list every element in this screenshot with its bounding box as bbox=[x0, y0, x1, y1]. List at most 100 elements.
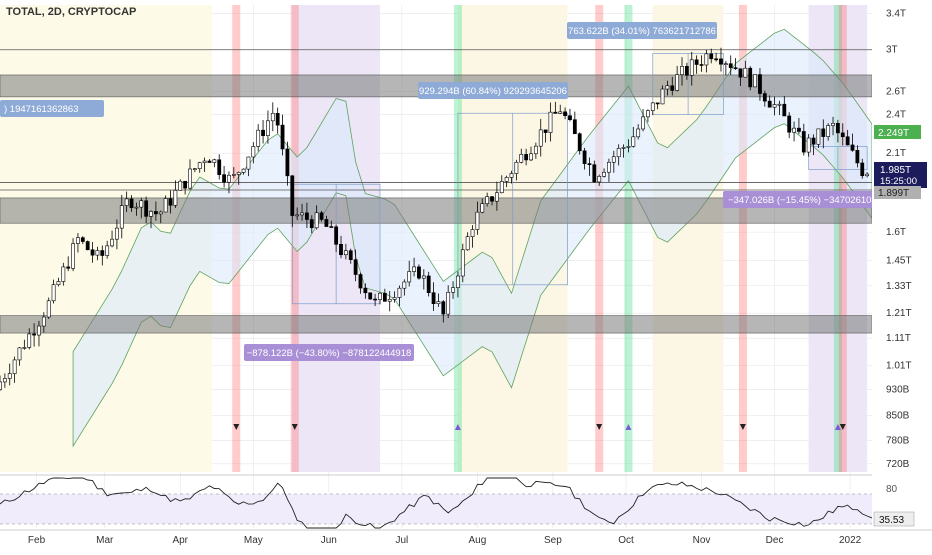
candle-body bbox=[558, 111, 563, 114]
candle-body bbox=[499, 181, 504, 194]
price-axis-label: 3.4T bbox=[886, 8, 906, 19]
candle-body bbox=[655, 102, 660, 105]
candle-body bbox=[806, 137, 811, 153]
candle-body bbox=[689, 59, 694, 76]
candle-body bbox=[451, 287, 455, 293]
candle-body bbox=[592, 164, 597, 183]
candle-body bbox=[426, 275, 431, 293]
annotation-878[interactable]: −878.122B (−43.80%) −878122444918 bbox=[244, 344, 414, 361]
candle-body bbox=[358, 274, 363, 289]
candle-body bbox=[368, 292, 373, 300]
candle-body bbox=[227, 174, 231, 183]
candle-body bbox=[100, 250, 105, 256]
candle-body bbox=[12, 359, 17, 374]
candle-body bbox=[217, 159, 222, 175]
candle-body bbox=[675, 74, 680, 91]
candle-body bbox=[699, 64, 704, 66]
candle-body bbox=[373, 298, 378, 301]
candle-body bbox=[144, 200, 149, 217]
candle-body bbox=[616, 148, 621, 158]
candle-body bbox=[202, 160, 207, 163]
candle-body bbox=[110, 238, 114, 247]
candle-body bbox=[421, 275, 426, 279]
time-axis-label: 2022 bbox=[839, 535, 862, 546]
rsi-value-text: 35.53 bbox=[879, 515, 904, 526]
candle-body bbox=[71, 243, 75, 269]
time-axis-label: Apr bbox=[172, 535, 188, 546]
candle-body bbox=[533, 145, 538, 155]
candle-body bbox=[543, 129, 548, 133]
signal-markers bbox=[233, 424, 846, 430]
candle-body bbox=[475, 211, 480, 230]
candle-body bbox=[105, 245, 110, 256]
candle-body bbox=[709, 53, 714, 60]
candle-body bbox=[801, 131, 806, 153]
candle-body bbox=[95, 250, 100, 256]
annotation-347[interactable]: −347.026B (−15.45%) −347026103477 bbox=[723, 191, 893, 208]
candle-body bbox=[611, 156, 616, 163]
candle-body bbox=[719, 58, 723, 65]
candle-body bbox=[46, 300, 51, 318]
signal-band bbox=[624, 5, 633, 472]
candle-body bbox=[251, 146, 256, 158]
candle-body bbox=[441, 301, 446, 315]
rsi-line bbox=[0, 477, 873, 529]
candle-body bbox=[748, 67, 753, 88]
candle-body bbox=[480, 203, 485, 213]
signal-marker bbox=[739, 424, 746, 430]
candle-body bbox=[334, 226, 339, 245]
price-axis-label: 780B bbox=[886, 436, 910, 447]
signal-marker bbox=[839, 424, 846, 430]
candle-body bbox=[417, 266, 421, 279]
candle-body bbox=[270, 113, 275, 122]
candle-body bbox=[275, 113, 280, 126]
candle-body bbox=[602, 171, 606, 177]
candle-body bbox=[2, 378, 7, 383]
candle-body bbox=[835, 123, 840, 134]
candle-body bbox=[80, 237, 85, 242]
candle-body bbox=[826, 125, 831, 137]
candle-body bbox=[490, 196, 494, 202]
annotation-left[interactable]: ) 1947161362863 bbox=[0, 100, 104, 117]
candle-body bbox=[519, 154, 524, 163]
candle-body bbox=[7, 373, 12, 379]
candle-body bbox=[777, 103, 782, 106]
candle-body bbox=[37, 325, 41, 336]
price-axis-label: 850B bbox=[886, 411, 910, 422]
signal-marker bbox=[233, 424, 240, 430]
annotation-929[interactable]: 929.294B (60.84%) 929293645206 bbox=[418, 82, 568, 99]
candle-body bbox=[183, 180, 188, 189]
candle-body bbox=[339, 244, 343, 256]
candle-body bbox=[90, 249, 95, 256]
annotation-878-text: −878.122B (−43.80%) −878122444918 bbox=[247, 348, 412, 359]
candle-body bbox=[290, 175, 295, 216]
candle-body bbox=[650, 102, 655, 111]
candle-body bbox=[343, 250, 348, 256]
candle-body bbox=[758, 74, 762, 94]
candle-body bbox=[436, 301, 441, 305]
candle-body bbox=[41, 316, 46, 327]
rsi-level-label: 80 bbox=[886, 484, 898, 495]
candle-body bbox=[402, 281, 407, 289]
candle-body bbox=[670, 85, 675, 91]
candle-body bbox=[378, 292, 382, 300]
candle-body bbox=[738, 68, 743, 78]
time-axis-label: Jul bbox=[396, 535, 409, 546]
price-axis-label: 2.4T bbox=[886, 109, 906, 120]
signal-marker bbox=[834, 424, 841, 430]
time-axis[interactable]: Feb Mar Apr May Jun Jul Aug Sep Oct Nov Dec 2022 bbox=[0, 529, 932, 546]
annotation-763-text: 763.622B (34.01%) 763621712786 bbox=[568, 26, 716, 37]
price-axis[interactable]: 3.4T 3T 2.6T 2.4T 2.1T 1.6T 1.45T 1.33T 1.21T 1.1… bbox=[872, 0, 932, 550]
time-axis-label: Nov bbox=[693, 535, 711, 546]
candle-body bbox=[563, 111, 567, 116]
rsi-band bbox=[0, 494, 872, 524]
annotation-763[interactable]: 763.622B (34.01%) 763621712786 bbox=[567, 22, 717, 39]
candle-body bbox=[387, 299, 392, 302]
candle-body bbox=[139, 200, 144, 208]
candle-body bbox=[236, 172, 241, 175]
time-axis-label: Sep bbox=[544, 535, 562, 546]
candle-body bbox=[504, 177, 509, 182]
candle-body bbox=[860, 162, 865, 177]
